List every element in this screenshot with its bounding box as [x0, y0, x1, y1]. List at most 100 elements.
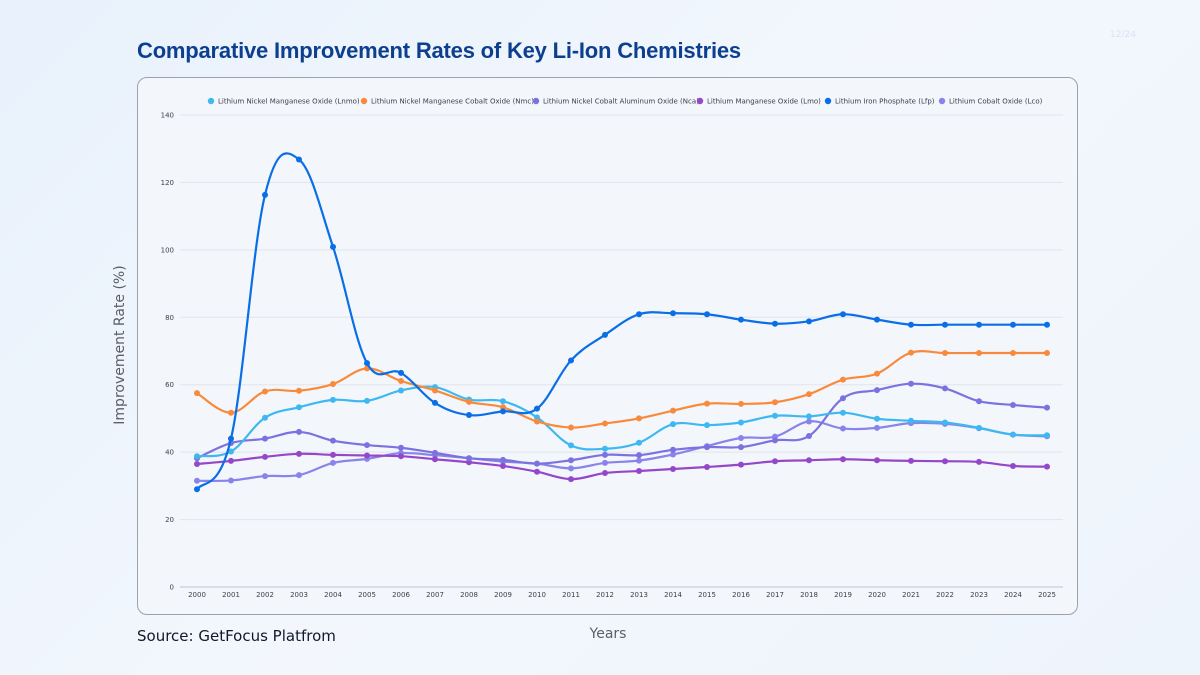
data-point[interactable] [806, 418, 812, 425]
data-point[interactable] [738, 434, 744, 441]
data-point[interactable] [228, 435, 234, 442]
data-point[interactable] [874, 316, 880, 323]
data-point[interactable] [432, 449, 438, 456]
data-point[interactable] [398, 444, 404, 451]
data-point[interactable] [466, 398, 472, 405]
data-point[interactable] [398, 378, 404, 385]
data-point[interactable] [262, 453, 268, 460]
data-point[interactable] [942, 385, 948, 392]
data-point[interactable] [534, 418, 540, 425]
data-point[interactable] [602, 420, 608, 427]
data-point[interactable] [874, 370, 880, 377]
data-point[interactable] [840, 409, 846, 416]
data-point[interactable] [432, 387, 438, 394]
data-point[interactable] [534, 460, 540, 467]
data-point[interactable] [568, 465, 574, 472]
data-point[interactable] [262, 191, 268, 198]
data-point[interactable] [534, 468, 540, 475]
legend-item[interactable]: Lithium Nickel Manganese Oxide (Lnmo) [207, 98, 360, 106]
data-point[interactable] [840, 425, 846, 432]
data-point[interactable] [1010, 462, 1016, 469]
data-point[interactable] [228, 409, 234, 416]
data-point[interactable] [670, 421, 676, 428]
data-point[interactable] [806, 318, 812, 325]
data-point[interactable] [602, 451, 608, 458]
data-point[interactable] [364, 452, 370, 459]
data-point[interactable] [908, 321, 914, 328]
data-point[interactable] [670, 446, 676, 453]
data-point[interactable] [840, 456, 846, 463]
data-point[interactable] [942, 350, 948, 357]
data-point[interactable] [330, 437, 336, 444]
data-point[interactable] [874, 415, 880, 422]
data-point[interactable] [976, 350, 982, 357]
data-point[interactable] [330, 459, 336, 466]
data-point[interactable] [1010, 431, 1016, 438]
data-point[interactable] [296, 404, 302, 411]
data-point[interactable] [772, 437, 778, 444]
data-point[interactable] [670, 407, 676, 414]
data-point[interactable] [602, 459, 608, 466]
data-point[interactable] [330, 381, 336, 388]
data-point[interactable] [636, 457, 642, 464]
data-point[interactable] [364, 360, 370, 367]
legend-item[interactable]: Lithium Manganese Oxide (Lmo) [696, 98, 821, 106]
legend-item[interactable]: Lithium Nickel Manganese Cobalt Oxide (N… [360, 98, 534, 106]
data-point[interactable] [636, 468, 642, 475]
data-point[interactable] [568, 357, 574, 364]
data-point[interactable] [194, 453, 200, 460]
data-point[interactable] [806, 413, 812, 420]
data-point[interactable] [500, 456, 506, 463]
data-point[interactable] [228, 477, 234, 484]
data-point[interactable] [1044, 463, 1050, 470]
data-point[interactable] [908, 380, 914, 387]
data-point[interactable] [296, 450, 302, 457]
data-point[interactable] [296, 387, 302, 394]
data-point[interactable] [840, 376, 846, 383]
data-point[interactable] [194, 477, 200, 484]
data-point[interactable] [1044, 404, 1050, 411]
data-point[interactable] [262, 473, 268, 480]
data-point[interactable] [738, 461, 744, 468]
data-point[interactable] [942, 321, 948, 328]
data-point[interactable] [1010, 321, 1016, 328]
data-point[interactable] [806, 457, 812, 464]
data-point[interactable] [636, 452, 642, 459]
data-point[interactable] [670, 310, 676, 317]
legend-item[interactable]: Lithium Cobalt Oxide (Lco) [938, 98, 1043, 106]
data-point[interactable] [772, 458, 778, 465]
data-point[interactable] [602, 445, 608, 452]
data-point[interactable] [704, 444, 710, 451]
data-point[interactable] [568, 476, 574, 483]
data-point[interactable] [908, 349, 914, 356]
legend-item[interactable]: Lithium Nickel Cobalt Aluminum Oxide (Nc… [532, 98, 699, 106]
data-point[interactable] [636, 415, 642, 422]
data-point[interactable] [330, 451, 336, 458]
data-point[interactable] [738, 400, 744, 407]
data-point[interactable] [636, 311, 642, 318]
data-point[interactable] [1010, 401, 1016, 408]
data-point[interactable] [874, 424, 880, 431]
data-point[interactable] [908, 457, 914, 464]
data-point[interactable] [228, 457, 234, 464]
data-point[interactable] [432, 456, 438, 463]
data-point[interactable] [976, 458, 982, 465]
data-point[interactable] [840, 311, 846, 318]
data-point[interactable] [772, 399, 778, 406]
data-point[interactable] [670, 451, 676, 458]
data-point[interactable] [602, 331, 608, 338]
data-point[interactable] [466, 412, 472, 419]
data-point[interactable] [806, 432, 812, 439]
data-point[interactable] [432, 399, 438, 406]
data-point[interactable] [194, 486, 200, 493]
data-point[interactable] [296, 428, 302, 435]
data-point[interactable] [500, 462, 506, 469]
data-point[interactable] [636, 439, 642, 446]
data-point[interactable] [942, 419, 948, 426]
data-point[interactable] [976, 398, 982, 405]
data-point[interactable] [330, 396, 336, 403]
data-point[interactable] [602, 470, 608, 477]
data-point[interactable] [976, 424, 982, 431]
data-point[interactable] [296, 156, 302, 163]
data-point[interactable] [670, 466, 676, 472]
